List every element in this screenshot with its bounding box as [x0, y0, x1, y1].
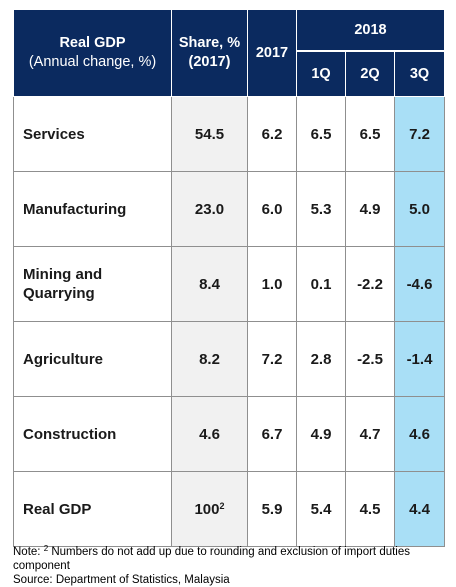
value-2q-cell-value: 4.5	[359, 500, 381, 518]
q3-column-header: 3Q	[394, 50, 445, 97]
value-2q-cell-value: 4.7	[359, 425, 381, 443]
table-row: Agriculture 8.2 7.2 2.8 -2.5 -1.4	[13, 321, 445, 397]
value-3q-cell-value: 4.4	[409, 500, 430, 518]
sector-label-cell: Real GDP	[13, 471, 172, 547]
year-2018-group-header: 2018	[296, 9, 445, 52]
gdp-table: Real GDP (Annual change, %) Share, % (20…	[13, 9, 445, 547]
value-2q-cell-value: 4.9	[359, 200, 381, 218]
share-cell: 8.4	[171, 246, 248, 322]
value-1q-cell: 6.5	[296, 96, 346, 172]
value-2017-cell-value: 6.0	[261, 200, 283, 218]
value-1q-cell-value: 5.3	[310, 200, 332, 218]
q2-column-header: 2Q	[345, 50, 395, 97]
value-2q-cell: -2.2	[345, 246, 395, 322]
value-1q-cell: 2.8	[296, 321, 346, 397]
value-2017-cell: 1.0	[247, 246, 297, 322]
note-superscript: 2	[43, 544, 49, 553]
share-cell-value: 8.4	[199, 275, 220, 293]
sector-label-cell: Construction	[13, 396, 172, 472]
sector-header-subtitle: (Annual change, %)	[28, 54, 157, 70]
value-3q-cell-value: -4.6	[406, 275, 433, 293]
footnote: Note: 2 Numbers do not add up due to rou…	[13, 542, 445, 573]
share-cell-value: 54.5	[194, 125, 225, 143]
value-2017-cell-value: 1.0	[261, 275, 283, 293]
value-2q-cell: 4.7	[345, 396, 395, 472]
table-body: Services 54.5 6.2 6.5 6.5 7.2 Manufacturing 23.…	[13, 96, 445, 547]
sector-label-cell: Agriculture	[13, 321, 172, 397]
value-2q-cell-value: 6.5	[359, 125, 381, 143]
value-1q-cell: 5.3	[296, 171, 346, 247]
value-2017-cell: 6.2	[247, 96, 297, 172]
value-2q-cell: 4.5	[345, 471, 395, 547]
value-3q-cell: 4.6	[394, 396, 445, 472]
value-2q-cell: 6.5	[345, 96, 395, 172]
share-cell: 54.5	[171, 96, 248, 172]
share-cell: 8.2	[171, 321, 248, 397]
value-1q-cell: 0.1	[296, 246, 346, 322]
header-row-1: Real GDP (Annual change, %) Share, % (20…	[13, 9, 445, 97]
sector-header-title: Real GDP	[59, 35, 126, 51]
header-row-2: 1Q 2Q 3Q	[14, 50, 445, 97]
value-1q-cell-value: 6.5	[310, 125, 332, 143]
value-3q-cell: 4.4	[394, 471, 445, 547]
share-cell: 1002	[171, 471, 248, 547]
value-1q-cell-value: 4.9	[310, 425, 332, 443]
value-3q-cell-value: 7.2	[409, 125, 430, 143]
value-2017-cell: 6.7	[247, 396, 297, 472]
note-text: Numbers do not add up due to rounding an…	[13, 546, 411, 572]
share-cell-value: 4.6	[199, 425, 220, 443]
table-row: Construction 4.6 6.7 4.9 4.7 4.6	[13, 396, 445, 472]
value-2q-cell: -2.5	[345, 321, 395, 397]
value-1q-cell-value: 0.1	[310, 275, 332, 293]
table-row: Services 54.5 6.2 6.5 6.5 7.2	[13, 96, 445, 172]
value-3q-cell: 7.2	[394, 96, 445, 172]
share-column-header: Share, % (2017)	[171, 9, 248, 97]
value-2q-cell-value: -2.5	[357, 350, 383, 368]
share-cell-value: 23.0	[194, 200, 225, 218]
share-superscript: 2	[219, 500, 225, 511]
value-2017-cell: 6.0	[247, 171, 297, 247]
table-row: Manufacturing 23.0 6.0 5.3 4.9 5.0	[13, 171, 445, 247]
value-3q-cell-value: -1.4	[406, 350, 433, 368]
sector-label-cell: Mining and Quarrying	[13, 246, 172, 322]
value-2017-cell-value: 6.2	[261, 125, 283, 143]
value-1q-cell-value: 2.8	[310, 350, 332, 368]
source-line: Source: Department of Statistics, Malays…	[13, 574, 230, 586]
gdp-table-container: Real GDP (Annual change, %) Share, % (20…	[13, 9, 445, 547]
value-2017-cell-value: 7.2	[261, 350, 283, 368]
value-1q-cell-value: 5.4	[310, 500, 332, 518]
value-2017-cell: 5.9	[247, 471, 297, 547]
share-cell-value: 100	[194, 500, 220, 518]
sector-label-cell: Manufacturing	[13, 171, 172, 247]
value-2q-cell-value: -2.2	[357, 275, 383, 293]
table-notes: Note: 2 Numbers do not add up due to rou…	[13, 542, 445, 587]
share-cell-value: 8.2	[199, 350, 220, 368]
sector-label-cell: Services	[13, 96, 172, 172]
value-3q-cell: 5.0	[394, 171, 445, 247]
value-2017-cell-value: 6.7	[261, 425, 283, 443]
share-header-title: Share, %	[178, 35, 241, 51]
year-2017-column-header: 2017	[247, 9, 297, 97]
table-row: Real GDP 1002 5.9 5.4 4.5 4.4	[13, 471, 445, 547]
value-2017-cell-value: 5.9	[261, 500, 283, 518]
value-1q-cell: 5.4	[296, 471, 346, 547]
share-cell: 23.0	[171, 171, 248, 247]
value-3q-cell-value: 5.0	[409, 200, 430, 218]
value-3q-cell: -4.6	[394, 246, 445, 322]
value-3q-cell: -1.4	[394, 321, 445, 397]
sector-column-header: Real GDP (Annual change, %)	[13, 9, 172, 97]
table-row: Mining and Quarrying 8.4 1.0 0.1 -2.2 -4.6	[13, 246, 445, 322]
value-3q-cell-value: 4.6	[409, 425, 430, 443]
share-cell: 4.6	[171, 396, 248, 472]
q1-column-header: 1Q	[296, 50, 346, 97]
share-header-subtitle: (2017)	[188, 54, 231, 70]
note-prefix: Note:	[13, 546, 41, 558]
value-1q-cell: 4.9	[296, 396, 346, 472]
value-2q-cell: 4.9	[345, 171, 395, 247]
value-2017-cell: 7.2	[247, 321, 297, 397]
